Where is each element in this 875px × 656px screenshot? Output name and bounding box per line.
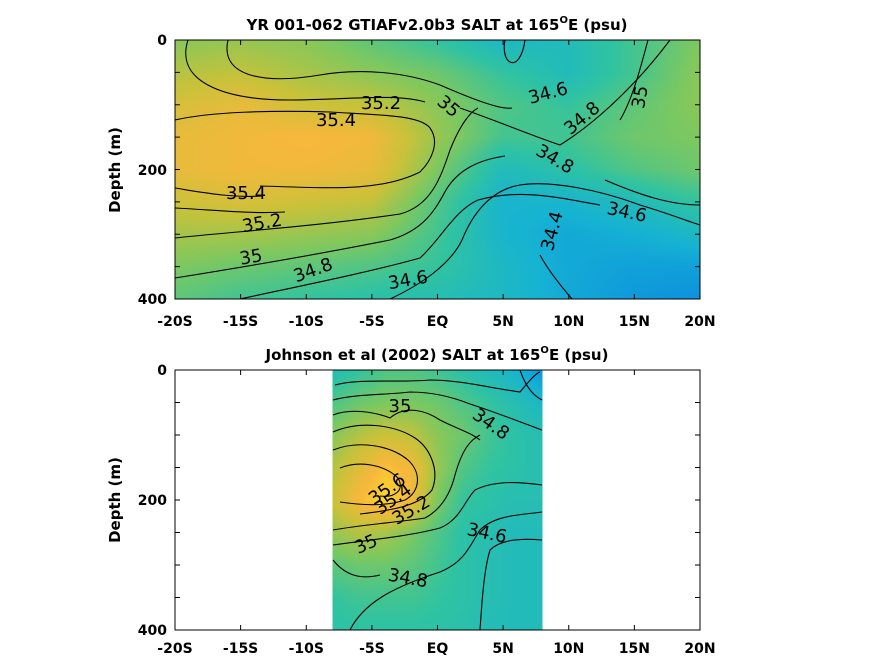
y-tick-label: 200 [138,493,167,509]
contour-line [619,40,649,121]
x-tick-label: 20N [684,641,715,656]
x-tick-label: EQ [427,641,449,656]
contour-line [332,391,543,431]
contour-line [175,155,506,279]
contour-line [175,207,286,214]
x-tick-label: 20N [684,314,715,330]
contour-line [332,409,481,441]
x-tick-label: -5S [359,641,385,656]
contour-label: 35.4 [226,183,266,204]
panel-obs-heatmap [332,370,543,630]
x-tick-label: -5S [359,314,385,330]
panel-model-ylabel: Depth (m) [106,127,124,213]
contour-line [334,371,541,393]
contour-line [604,179,700,206]
panel-model: YR 001-062 GTIAFv2.0b3 SALT at 165OE (ps… [106,15,716,330]
contour-label: 35.2 [361,93,401,114]
y-tick-label: 200 [138,163,167,179]
contour-line [175,107,479,239]
contour-line [239,193,601,299]
panel-model-contours [175,40,700,299]
contour-line [389,183,700,299]
contour-line [226,40,513,109]
panel-obs-ylabel: Depth (m) [106,457,124,543]
x-tick-label: 10N [553,641,584,656]
contour-label: 35.4 [316,110,356,131]
panel-obs-title: Johnson et al (2002) SALT at 165OE (psu) [265,345,609,364]
panel-obs: Johnson et al (2002) SALT at 165OE (psu)… [106,345,716,656]
contour-line [332,482,543,546]
contour-line [459,40,671,146]
contour-line [332,434,481,531]
contour-line [175,187,263,197]
contour-line [332,444,418,506]
panel-obs-x-tick-labels: -20S -15S -10S -5S EQ 5N 10N 15N 20N [157,641,715,656]
panel-model-x-tick-labels: -20S -15S -10S -5S EQ 5N 10N 15N 20N [157,314,715,330]
x-tick-label: -10S [289,641,324,656]
x-tick-label: 15N [619,314,650,330]
panel-model-heatmap [175,40,700,299]
contour-line [175,110,435,189]
panel-model-y-tick-labels: 0 200 400 [138,33,167,308]
contour-line [339,463,401,497]
contour-line [332,559,381,578]
contour-line [185,40,426,103]
y-tick-label: 0 [157,363,167,379]
contour-line [519,370,543,401]
contour-label: 35 [389,396,412,417]
x-tick-label: -20S [157,314,192,330]
x-tick-label: -20S [157,641,192,656]
y-tick-label: 400 [138,292,167,308]
y-tick-label: 400 [138,623,167,639]
panel-obs-plot-area [332,370,543,630]
panel-obs-y-tick-labels: 0 200 400 [138,363,167,639]
panel-model-plot-area [175,40,700,299]
panel-obs-contours [332,370,543,630]
contour-label: 35 [238,245,264,270]
panel-obs-ticks [174,369,701,631]
contour-line [503,40,526,64]
x-tick-label: EQ [427,314,449,330]
x-tick-label: 10N [553,314,584,330]
panel-model-ticks [174,39,701,300]
panel-model-title: YR 001-062 GTIAFv2.0b3 SALT at 165OE (ps… [246,15,628,34]
x-tick-label: -15S [223,314,258,330]
x-tick-label: 5N [492,641,513,656]
x-tick-label: 15N [619,641,650,656]
contour-line [332,424,436,515]
y-tick-label: 0 [157,33,167,49]
x-tick-label: 5N [492,314,513,330]
x-tick-label: -15S [223,641,258,656]
contour-label: 35 [628,84,653,110]
contour-line [349,511,543,630]
x-tick-label: -10S [289,314,324,330]
contour-line [479,538,543,630]
